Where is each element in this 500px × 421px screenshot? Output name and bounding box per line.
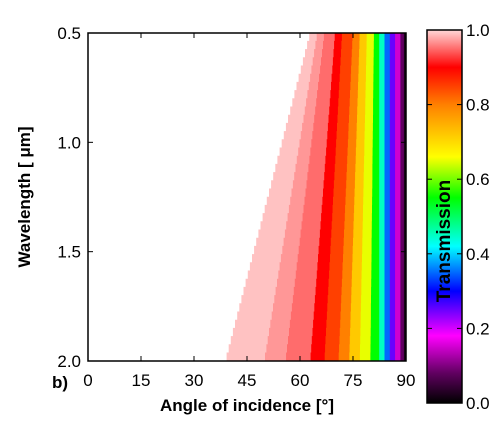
heatmap-band [400, 33, 405, 361]
x-tick-label: 15 [132, 371, 151, 390]
colorbar-ticks: 0.0 0.2 0.4 0.6 0.8 1.0 [427, 21, 490, 413]
y-tick-label: 0.5 [57, 24, 81, 43]
x-axis-ticks: 0 15 30 45 60 75 90 [83, 33, 415, 390]
heatmap-band [395, 33, 402, 361]
heatmap-band [389, 33, 396, 361]
panel-label: b) [52, 373, 68, 392]
colorbar-label: Transmission [434, 180, 455, 303]
heatmap-band [379, 33, 386, 361]
x-tick-label: 30 [185, 371, 204, 390]
y-axis-label: Wavelength [ μm] [15, 126, 34, 267]
x-tick-label: 90 [397, 371, 416, 390]
colorbar-tick-label: 0.6 [466, 170, 490, 189]
colorbar-tick-label: 0.0 [466, 394, 490, 413]
heatmap-band [384, 33, 391, 361]
colorbar [426, 29, 463, 404]
x-axis-label: Angle of incidence [°] [160, 396, 334, 415]
colorbar-tick-label: 0.2 [466, 319, 490, 338]
x-tick-label: 45 [238, 371, 257, 390]
colorbar-tick-label: 1.0 [466, 21, 490, 40]
colorbar-tick-label: 0.4 [466, 245, 490, 264]
y-axis-ticks: 0.5 1.0 1.5 2.0 [57, 24, 406, 371]
y-tick-label: 1.0 [57, 133, 81, 152]
y-tick-label: 1.5 [57, 243, 81, 262]
x-tick-label: 75 [344, 371, 363, 390]
heatmap-bands [226, 33, 406, 361]
y-tick-label: 2.0 [57, 352, 81, 371]
colorbar-tick-label: 0.8 [466, 96, 490, 115]
x-tick-label: 60 [291, 371, 310, 390]
x-tick-label: 0 [83, 371, 92, 390]
